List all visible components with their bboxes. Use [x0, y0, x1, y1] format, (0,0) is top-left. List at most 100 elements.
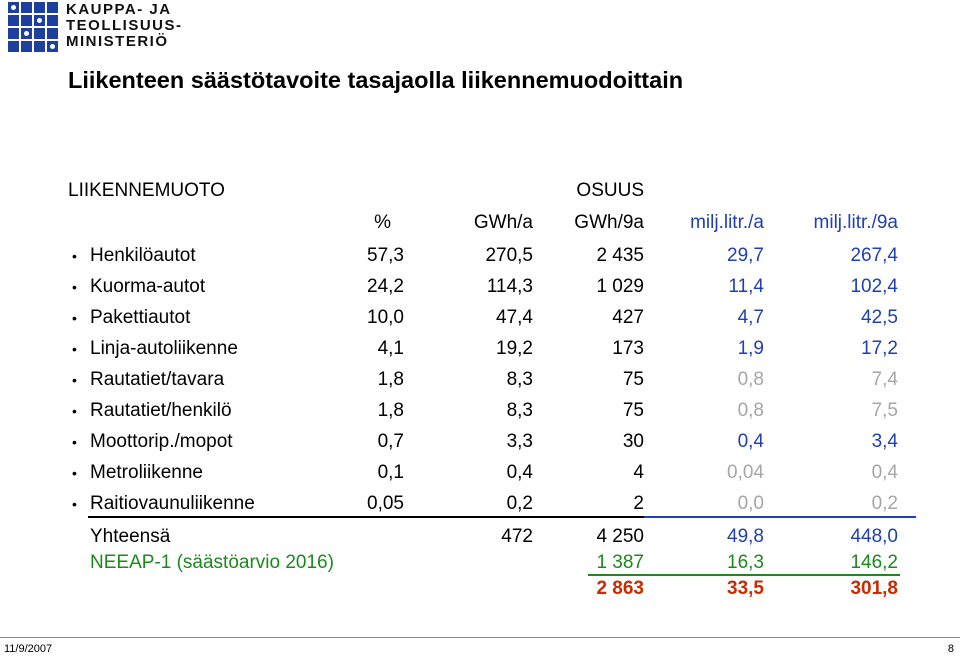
header-mode: LIIKENNEMUOTO: [68, 180, 225, 201]
remaining-gwh-9a: 2 863: [596, 578, 644, 599]
logo-text: KAUPPA- JA TEOLLISUUS- MINISTERIÖ: [66, 2, 183, 50]
row-underline-blue: [644, 516, 916, 518]
bullet-icon: •: [72, 279, 77, 295]
cell-gwh-a: 19,2: [496, 338, 533, 359]
cell-milj-a: 0,04: [727, 462, 764, 483]
cell-gwh-9a: 2 435: [596, 245, 644, 266]
footer-divider: [0, 637, 960, 638]
cell-gwh-9a: 4: [633, 462, 644, 483]
bullet-icon: •: [72, 372, 77, 388]
cell-gwh-a: 270,5: [485, 245, 533, 266]
table-row: • Moottorip./mopot 0,7 3,3 30 0,4 3,4: [0, 431, 960, 461]
logo-line-3: MINISTERIÖ: [66, 33, 169, 50]
cell-gwh-9a: 75: [622, 400, 644, 421]
page-number: 8: [947, 643, 954, 655]
table-row: • Linja-autoliikenne 4,1 19,2 173 1,9 17…: [0, 338, 960, 368]
cell-milj-a: 29,7: [727, 245, 764, 266]
cell-milj-a: 4,7: [737, 307, 764, 328]
cell-gwh-a: 0,2: [506, 493, 533, 514]
cell-gwh-9a: 173: [612, 338, 644, 359]
cell-gwh-a: 8,3: [506, 369, 533, 390]
row-label: Rautatiet/henkilö: [90, 400, 232, 421]
cell-milj-9a: 3,4: [871, 431, 898, 452]
row-label: Kuorma-autot: [90, 276, 206, 297]
bullet-icon: •: [72, 310, 77, 326]
row-label: Linja-autoliikenne: [90, 338, 238, 359]
cell-milj-9a: 7,4: [871, 369, 898, 390]
bullet-icon: •: [72, 341, 77, 357]
remaining-milj-9a: 301,8: [850, 578, 898, 599]
table-row: • Rautatiet/tavara 1,8 8,3 75 0,8 7,4: [0, 369, 960, 399]
cell-milj-a: 0,8: [737, 369, 764, 390]
header-gwh-a: GWh/a: [473, 212, 533, 233]
remaining-milj-a: 33,5: [727, 578, 764, 599]
cell-gwh-9a: 75: [622, 369, 644, 390]
cell-pct: 57,3: [367, 245, 404, 266]
bullet-icon: •: [72, 248, 77, 264]
table-row: • Henkilöautot 57,3 270,5 2 435 29,7 267…: [0, 245, 960, 275]
neeap-underline: [588, 574, 900, 576]
header-pct: %: [374, 212, 391, 233]
cell-gwh-a: 0,4: [506, 462, 533, 483]
cell-pct: 0,05: [367, 493, 404, 514]
remaining-row: 2 863 33,5 301,8: [0, 578, 960, 608]
cell-pct: 10,0: [367, 307, 404, 328]
bullet-icon: •: [72, 434, 77, 450]
total-gwh-9a: 4 250: [596, 526, 644, 547]
neeap-milj-a: 16,3: [727, 552, 764, 573]
cell-milj-9a: 267,4: [850, 245, 898, 266]
cell-pct: 1,8: [377, 400, 404, 421]
cell-gwh-9a: 1 029: [596, 276, 644, 297]
cell-gwh-a: 47,4: [496, 307, 533, 328]
cell-milj-a: 1,9: [737, 338, 764, 359]
table-row: • Pakettiautot 10,0 47,4 427 4,7 42,5: [0, 307, 960, 337]
cell-pct: 0,1: [377, 462, 404, 483]
row-label: Rautatiet/tavara: [90, 369, 225, 390]
slide-footer: 11/9/2007 8: [0, 637, 960, 657]
header-milj-9a: milj.litr./9a: [813, 212, 898, 233]
row-label: Pakettiautot: [90, 307, 191, 328]
logo-line-2: TEOLLISUUS-: [66, 17, 183, 34]
cell-gwh-a: 8,3: [506, 400, 533, 421]
slide-title: Liikenteen säästötavoite tasajaolla liik…: [68, 67, 684, 93]
cell-milj-a: 0,4: [737, 431, 764, 452]
cell-gwh-a: 3,3: [506, 431, 533, 452]
table-row: • Raitiovaunuliikenne 0,05 0,2 2 0,0 0,2: [0, 493, 960, 523]
total-label: Yhteensä: [90, 526, 171, 547]
row-label: Metroliikenne: [90, 462, 203, 483]
total-row: Yhteensä 472 4 250 49,8 448,0: [0, 526, 960, 556]
cell-milj-9a: 17,2: [861, 338, 898, 359]
total-milj-a: 49,8: [727, 526, 764, 547]
table-row: • Metroliikenne 0,1 0,4 4 0,04 0,4: [0, 462, 960, 492]
cell-pct: 4,1: [377, 338, 404, 359]
cell-gwh-9a: 30: [622, 431, 644, 452]
cell-milj-a: 11,4: [728, 276, 764, 297]
row-label: Henkilöautot: [90, 245, 196, 266]
bullet-icon: •: [72, 465, 77, 481]
total-gwh-a: 472: [501, 526, 533, 547]
neeap-label: NEEAP-1 (säästöarvio 2016): [90, 552, 334, 573]
row-label: Raitiovaunuliikenne: [90, 493, 255, 514]
header-gwh-9a: GWh/9a: [574, 212, 644, 233]
total-milj-9a: 448,0: [850, 526, 898, 547]
cell-milj-a: 0,0: [737, 493, 764, 514]
cell-gwh-9a: 2: [633, 493, 644, 514]
table-row: • Rautatiet/henkilö 1,8 8,3 75 0,8 7,5: [0, 400, 960, 430]
logo-mark-icon: [8, 2, 58, 52]
neeap-gwh-9a: 1 387: [596, 552, 644, 573]
cell-milj-9a: 0,4: [871, 462, 898, 483]
cell-milj-9a: 102,4: [850, 276, 898, 297]
cell-milj-9a: 0,2: [871, 493, 898, 514]
cell-gwh-a: 114,3: [486, 276, 533, 297]
cell-milj-9a: 7,5: [871, 400, 898, 421]
table-row: • Kuorma-autot 24,2 114,3 1 029 11,4 102…: [0, 276, 960, 306]
bullet-icon: •: [72, 496, 77, 512]
row-label: Moottorip./mopot: [90, 431, 233, 452]
cell-pct: 1,8: [377, 369, 404, 390]
footer-date: 11/9/2007: [4, 643, 53, 655]
neeap-milj-9a: 146,2: [850, 552, 898, 573]
bullet-icon: •: [72, 403, 77, 419]
row-underline-black: [88, 516, 644, 518]
cell-gwh-9a: 427: [612, 307, 644, 328]
neeap-row: NEEAP-1 (säästöarvio 2016) 1 387 16,3 14…: [0, 552, 960, 582]
